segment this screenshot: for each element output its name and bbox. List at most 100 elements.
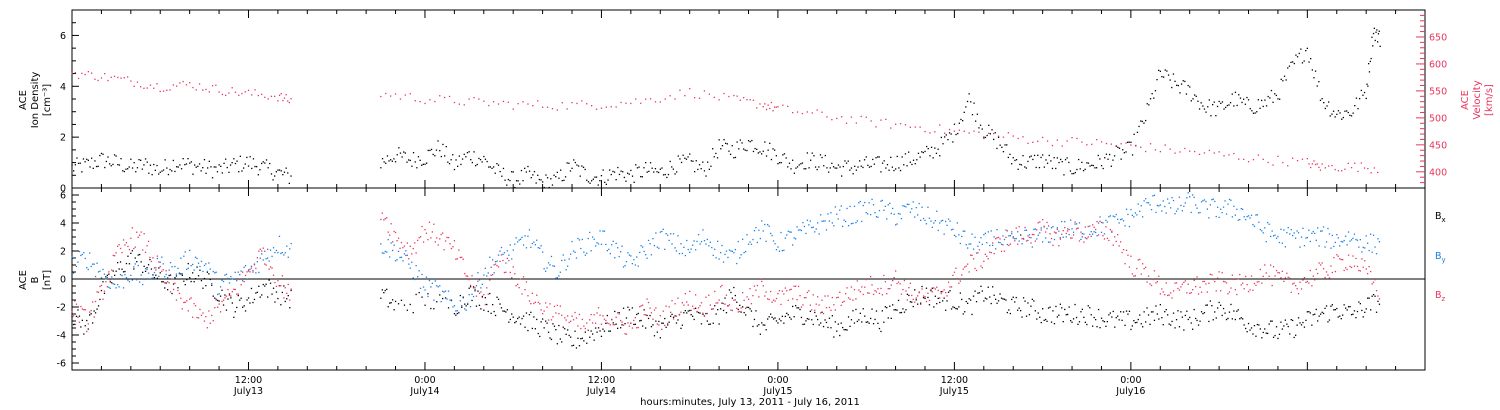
by-point bbox=[1295, 237, 1297, 239]
bx-point bbox=[1256, 323, 1258, 326]
bx-point bbox=[1149, 323, 1151, 325]
by-point bbox=[728, 249, 731, 251]
by-point bbox=[1368, 249, 1370, 252]
density-point bbox=[1046, 162, 1049, 164]
bx-point bbox=[1211, 305, 1213, 307]
bz-point bbox=[752, 295, 754, 297]
by-point bbox=[1349, 240, 1351, 242]
bx-point bbox=[189, 277, 191, 279]
bz-point bbox=[1183, 281, 1185, 284]
bz-point bbox=[280, 285, 282, 287]
velocity-point bbox=[1272, 164, 1274, 166]
bz-point bbox=[1167, 294, 1169, 297]
by-point bbox=[547, 262, 550, 264]
by-point bbox=[1186, 197, 1188, 199]
velocity-point bbox=[156, 83, 158, 85]
bz-point bbox=[480, 291, 482, 293]
density-point bbox=[488, 166, 490, 168]
velocity-point bbox=[136, 81, 139, 83]
density-point bbox=[76, 157, 78, 159]
density-point bbox=[692, 160, 694, 162]
by-point bbox=[1017, 231, 1019, 233]
bz-point bbox=[411, 253, 413, 255]
density-point bbox=[1197, 100, 1199, 102]
bz-point bbox=[793, 285, 795, 287]
bx-point bbox=[418, 292, 420, 294]
bz-point bbox=[286, 292, 288, 294]
density-point bbox=[143, 164, 145, 166]
bx-point bbox=[193, 281, 195, 283]
density-point bbox=[1359, 98, 1361, 100]
bz-point bbox=[850, 286, 853, 288]
density-point bbox=[1207, 106, 1209, 108]
bx-point bbox=[1139, 314, 1141, 316]
bz-point bbox=[884, 281, 886, 283]
by-point bbox=[171, 266, 173, 268]
bx-point bbox=[1034, 310, 1036, 312]
bx-point bbox=[1014, 301, 1016, 303]
by-point bbox=[978, 241, 981, 243]
by-point bbox=[287, 256, 289, 258]
density-point bbox=[751, 139, 753, 142]
density-point bbox=[1306, 47, 1308, 49]
bx-point bbox=[1337, 316, 1339, 318]
bx-point bbox=[659, 337, 661, 339]
bz-point bbox=[106, 286, 108, 288]
bz-point bbox=[1347, 254, 1350, 256]
velocity-point bbox=[963, 130, 965, 132]
bz-point bbox=[890, 284, 892, 286]
bx-point bbox=[500, 307, 503, 309]
density-point bbox=[561, 180, 563, 182]
bx-point bbox=[752, 325, 754, 328]
density-point bbox=[1195, 95, 1197, 97]
bx-point bbox=[1315, 308, 1317, 311]
by-point bbox=[1275, 237, 1278, 239]
bx-point bbox=[972, 295, 975, 297]
bx-point bbox=[742, 306, 744, 308]
bx-point bbox=[114, 274, 116, 276]
density-point bbox=[1043, 166, 1045, 168]
bx-point bbox=[146, 267, 148, 269]
density-point bbox=[756, 148, 758, 150]
velocity-point bbox=[723, 92, 725, 95]
bx-point bbox=[275, 291, 278, 293]
density-point bbox=[444, 155, 446, 157]
bx-point bbox=[849, 325, 851, 327]
by-point bbox=[1127, 213, 1129, 216]
density-point bbox=[95, 165, 98, 168]
bx-point bbox=[817, 318, 819, 321]
density-point bbox=[685, 158, 688, 160]
velocity-point bbox=[228, 92, 230, 94]
bz-point bbox=[72, 315, 75, 317]
bz-point bbox=[970, 254, 972, 256]
bz-point bbox=[255, 267, 257, 270]
density-point bbox=[999, 144, 1001, 146]
density-point bbox=[728, 150, 730, 152]
velocity-point bbox=[1169, 148, 1171, 150]
density-point bbox=[504, 179, 506, 181]
bx-point bbox=[724, 297, 726, 299]
bx-point bbox=[471, 299, 473, 302]
velocity-tick-label: 650 bbox=[1429, 32, 1447, 43]
by-point bbox=[580, 247, 582, 250]
field-tick-label: -2 bbox=[57, 303, 66, 314]
velocity-point bbox=[218, 91, 220, 93]
velocity-point bbox=[772, 110, 774, 112]
bx-point bbox=[915, 299, 917, 301]
bz-point bbox=[159, 265, 161, 268]
density-point bbox=[885, 167, 887, 169]
by-point bbox=[1059, 237, 1061, 239]
density-point bbox=[702, 161, 704, 163]
velocity-point bbox=[625, 102, 627, 104]
density-point bbox=[213, 166, 215, 168]
by-point bbox=[793, 237, 795, 239]
density-point bbox=[125, 168, 127, 170]
density-point bbox=[917, 152, 920, 154]
by-point bbox=[780, 231, 782, 234]
bz-point bbox=[755, 289, 757, 291]
by-point bbox=[506, 250, 508, 252]
density-point bbox=[679, 158, 681, 160]
bz-point bbox=[1040, 229, 1042, 231]
density-point bbox=[1189, 86, 1191, 88]
by-point bbox=[1027, 239, 1029, 242]
